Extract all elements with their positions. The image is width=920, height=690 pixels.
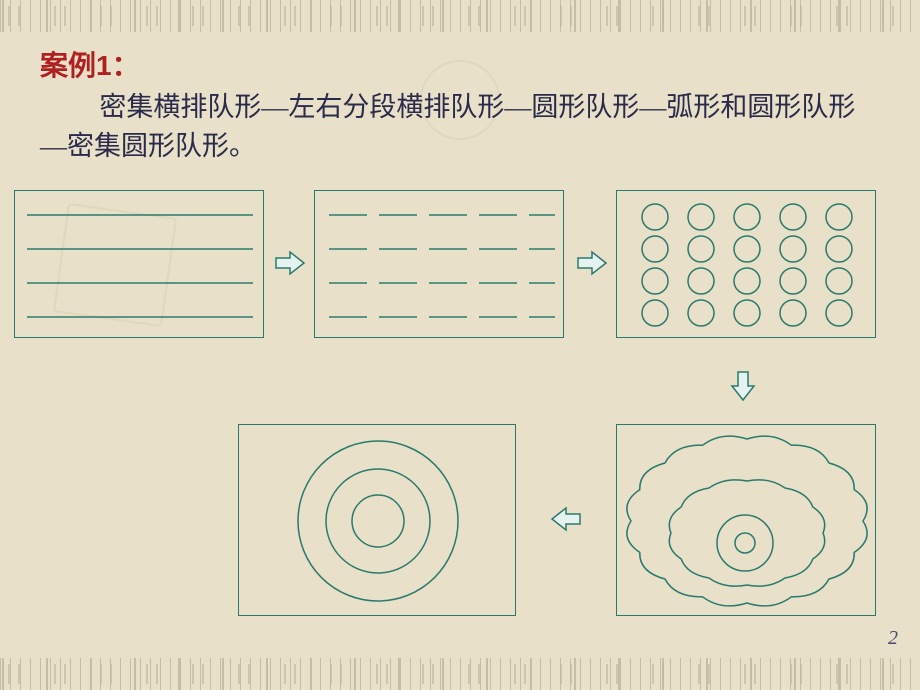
- decorative-border-top: [0, 0, 920, 32]
- arrow-down: [730, 370, 756, 402]
- arrow-right-2: [576, 250, 608, 276]
- arrow-right-1: [274, 250, 306, 276]
- panel-concentric: [238, 424, 516, 616]
- panel-dense-lines: [14, 190, 264, 338]
- panel-segmented-lines: [314, 190, 564, 338]
- body-text: 密集横排队形—左右分段横排队形—圆形队形—弧形和圆形队形—密集圆形队形。: [40, 88, 880, 166]
- panel-arcs-circles: [616, 424, 876, 616]
- panel-circle-grid: [616, 190, 876, 338]
- page-number: 2: [888, 627, 898, 650]
- case-label: 案例1：: [40, 50, 140, 81]
- title-block: 案例1： 密集横排队形—左右分段横排队形—圆形队形—弧形和圆形队形—密集圆形队形…: [40, 44, 880, 166]
- decorative-border-bottom: [0, 658, 920, 690]
- arrow-left: [550, 506, 582, 532]
